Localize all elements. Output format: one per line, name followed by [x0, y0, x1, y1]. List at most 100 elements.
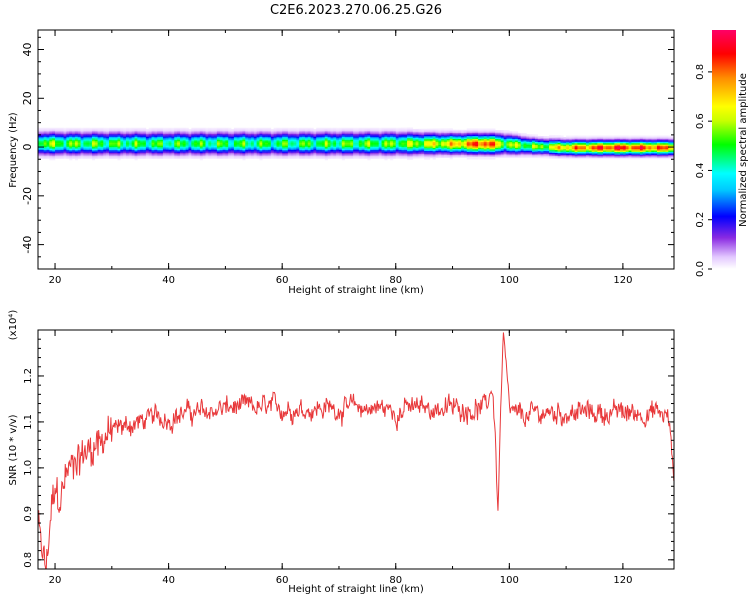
heatmap-cell — [245, 127, 249, 130]
heatmap-cell — [117, 127, 121, 130]
heatmap-cell — [253, 145, 257, 148]
heatmap-cell — [63, 149, 67, 152]
heatmap-cell — [77, 143, 81, 146]
heatmap-cell — [500, 129, 504, 132]
heatmap-cell — [145, 139, 150, 142]
heatmap-cell — [557, 142, 561, 145]
heatmap-cell — [182, 145, 186, 148]
heatmap-cell — [174, 139, 178, 142]
heatmap-cell — [239, 148, 243, 151]
heatmap-cell — [333, 148, 337, 151]
heatmap-cell — [574, 138, 578, 141]
heatmap-cell — [356, 151, 360, 153]
heatmap-cell — [276, 149, 280, 152]
heatmap-cell — [600, 157, 604, 160]
heatmap-cell — [143, 154, 147, 156]
heatmap-cell — [162, 149, 167, 152]
heatmap-cell — [287, 143, 291, 146]
heatmap-cell — [344, 151, 348, 153]
heatmap-cell — [523, 144, 527, 147]
heatmap-cell — [356, 133, 360, 136]
heatmap-cell — [199, 157, 203, 159]
heatmap-cell — [154, 148, 158, 151]
heatmap-cell — [390, 139, 394, 142]
heatmap-cell — [605, 153, 609, 155]
heatmap-cell — [398, 152, 402, 155]
heatmap-cell — [475, 157, 479, 160]
heatmap-cell — [483, 134, 487, 137]
heatmap-cell — [478, 137, 482, 140]
heatmap-cell — [57, 140, 62, 143]
heatmap-cell — [302, 142, 306, 145]
heatmap-cell — [43, 129, 47, 132]
heatmap-cell — [171, 139, 175, 142]
heatmap-cell — [543, 147, 547, 150]
heatmap-cell — [211, 140, 215, 143]
heatmap-cell — [515, 132, 519, 135]
heatmap-cell — [38, 135, 42, 137]
heatmap-cell — [293, 143, 297, 146]
heatmap-cell — [540, 140, 544, 143]
heatmap-cell — [86, 152, 90, 155]
heatmap-cell — [489, 134, 493, 137]
heatmap-cell — [506, 144, 510, 147]
heatmap-cell — [347, 143, 351, 146]
heatmap-cell — [580, 145, 584, 148]
heatmap-cell — [80, 143, 84, 146]
heatmap-cell — [546, 139, 550, 141]
heatmap-cell — [242, 148, 246, 151]
heatmap-cell — [367, 142, 371, 145]
heatmap-cell — [197, 157, 201, 159]
heatmap-cell — [250, 129, 255, 132]
heatmap-cell — [375, 132, 380, 134]
heatmap-cell — [361, 149, 365, 152]
heatmap-cell — [356, 136, 360, 139]
heatmap-cell — [568, 150, 573, 152]
heatmap-cell — [296, 127, 300, 130]
heatmap-cell — [480, 150, 485, 153]
heatmap-cell — [40, 127, 44, 130]
heatmap-cell — [659, 148, 663, 151]
heatmap-cell — [583, 147, 587, 150]
heatmap-cell — [540, 136, 544, 138]
heatmap-cell — [449, 140, 453, 142]
heatmap-cell — [174, 136, 178, 139]
heatmap-cell — [341, 136, 345, 139]
heatmap-cell — [114, 155, 118, 158]
heatmap-cell — [140, 132, 144, 134]
x-tick-label: 60 — [276, 575, 289, 586]
heatmap-cell — [583, 137, 587, 139]
heatmap-cell — [444, 151, 448, 154]
heatmap-cell — [347, 138, 351, 140]
heatmap-cell — [435, 128, 439, 131]
heatmap-cell — [89, 142, 93, 145]
heatmap-cell — [557, 141, 561, 143]
heatmap-cell — [378, 146, 382, 149]
heatmap-cell — [392, 157, 397, 159]
heatmap-cell — [128, 136, 132, 139]
heatmap-cell — [466, 141, 470, 144]
heatmap-cell — [495, 129, 499, 132]
heatmap-cell — [100, 146, 104, 149]
heatmap-cell — [256, 139, 260, 142]
heatmap-cell — [262, 149, 266, 152]
heatmap-cell — [279, 146, 283, 149]
heatmap-cell — [111, 136, 115, 139]
heatmap-cell — [205, 133, 209, 136]
heatmap-cell — [370, 143, 374, 146]
heatmap-cell — [449, 144, 453, 147]
heatmap-cell — [245, 152, 249, 155]
heatmap-cell — [551, 143, 556, 146]
heatmap-cell — [512, 134, 516, 137]
heatmap-cell — [469, 154, 473, 157]
heatmap-cell — [642, 144, 646, 147]
heatmap-cell — [89, 143, 93, 146]
heatmap-cell — [520, 146, 524, 148]
heatmap-cell — [620, 153, 624, 155]
heatmap-cell — [137, 151, 141, 153]
heatmap-cell — [100, 149, 104, 152]
heatmap-cell — [299, 130, 303, 133]
heatmap-cell — [194, 146, 198, 149]
heatmap-cell — [304, 129, 309, 132]
